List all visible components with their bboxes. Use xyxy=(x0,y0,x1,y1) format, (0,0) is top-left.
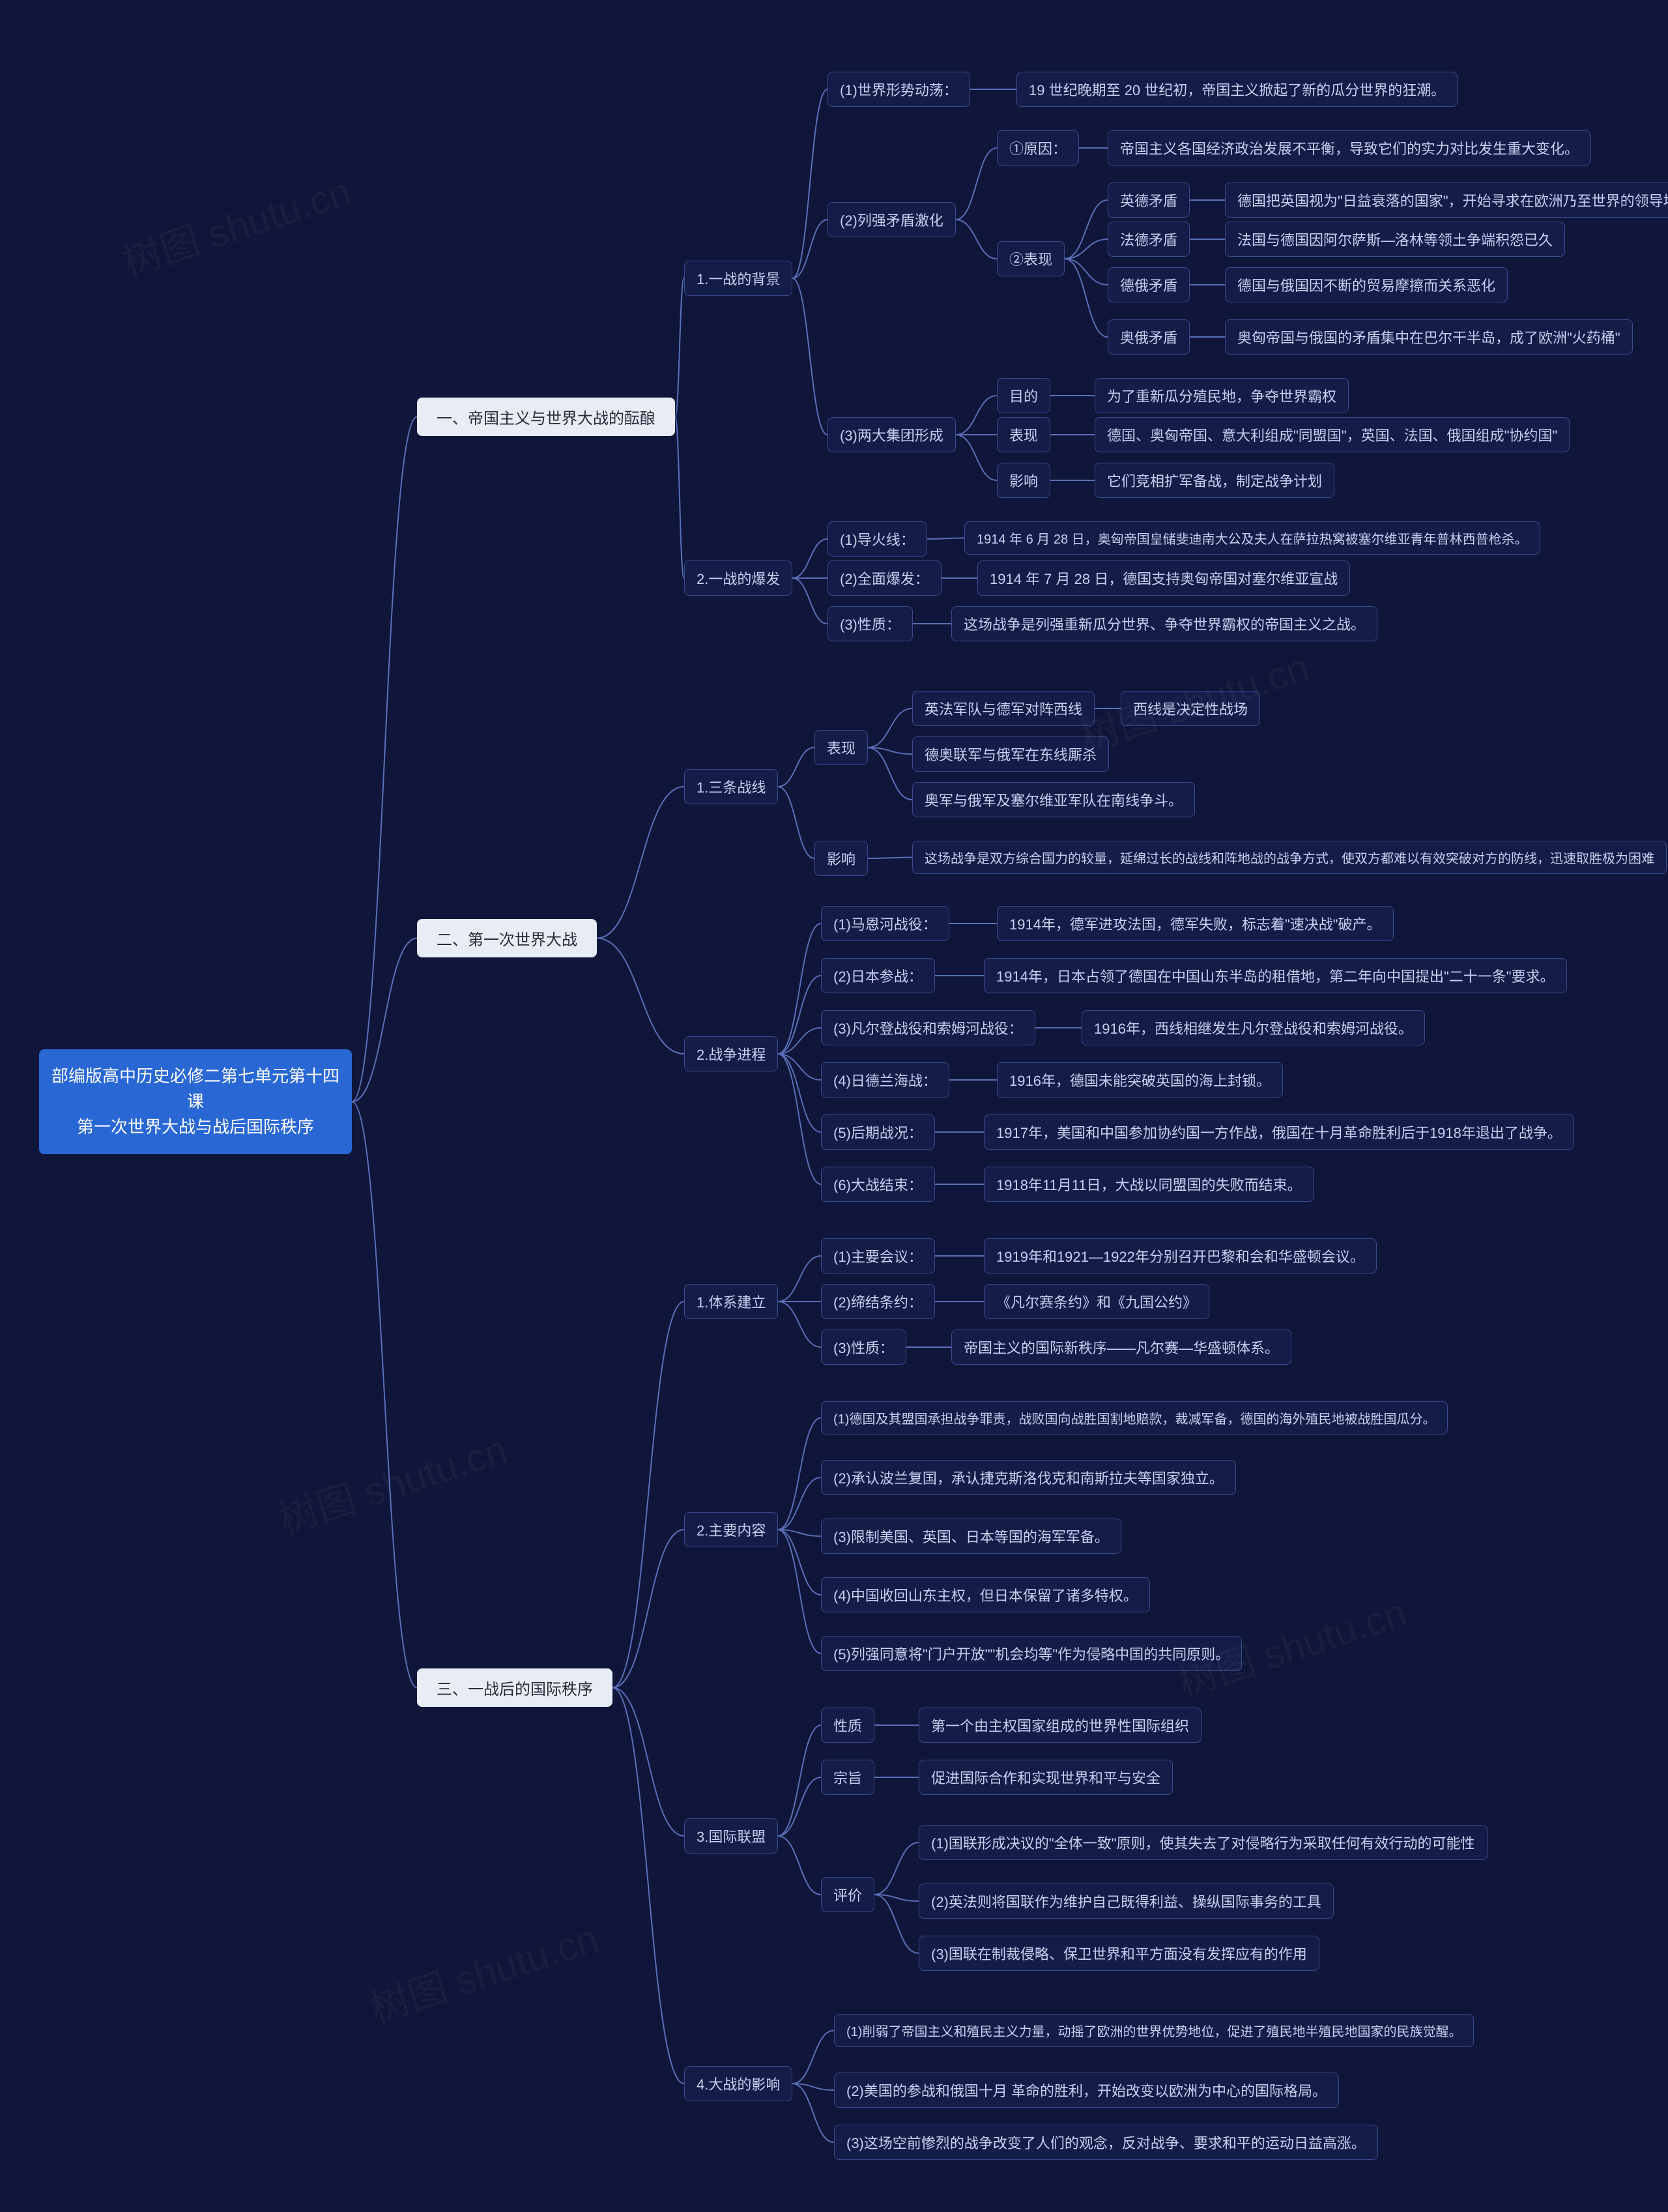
mindmap-node: 表现 xyxy=(997,417,1050,452)
mindmap-node: (1)德国及其盟国承担战争罪责，战败国向战胜国割地赔款，裁减军备，德国的海外殖民… xyxy=(821,1401,1448,1434)
mindmap-node: (5)列强同意将"门户开放""机会均等"作为侵略中国的共同原则。 xyxy=(821,1636,1242,1671)
mindmap-node: 1.体系建立 xyxy=(684,1284,778,1319)
mindmap-node: 1918年11月11日，大战以同盟国的失败而结束。 xyxy=(984,1167,1314,1202)
mindmap-node: (3)性质： xyxy=(821,1330,906,1365)
mindmap-node: 部编版高中历史必修二第七单元第十四课第一次世界大战与战后国际秩序 xyxy=(39,1049,352,1154)
mindmap-node: 1914年，日本占领了德国在中国山东半岛的租借地，第二年向中国提出"二十一条"要… xyxy=(984,958,1567,993)
mindmap-node: (4)日德兰海战： xyxy=(821,1062,949,1098)
mindmap-node: 德俄矛盾 xyxy=(1108,267,1190,302)
mindmap-node: 1914 年 7 月 28 日，德国支持奥匈帝国对塞尔维亚宣战 xyxy=(977,560,1350,596)
mindmap-node: 《凡尔赛条约》和《九国公约》 xyxy=(984,1284,1209,1319)
watermark: 树图 shutu.cn xyxy=(270,1418,513,1545)
mindmap-node: (3)这场空前惨烈的战争改变了人们的观念，反对战争、要求和平的运动日益高涨。 xyxy=(834,2125,1378,2160)
mindmap-node: (3)两大集团形成 xyxy=(827,417,956,452)
mindmap-node: 宗旨 xyxy=(821,1760,874,1795)
mindmap-node: 2.战争进程 xyxy=(684,1036,778,1071)
mindmap-node: 2.主要内容 xyxy=(684,1512,778,1547)
mindmap-node: 西线是决定性战场 xyxy=(1121,691,1260,726)
mindmap-node: 影响 xyxy=(997,463,1050,498)
mindmap-node: 一、帝国主义与世界大战的酝酿 xyxy=(417,398,675,436)
mindmap-node: ②表现 xyxy=(997,241,1065,276)
mindmap-node: 帝国主义的国际新秩序——凡尔赛—华盛顿体系。 xyxy=(951,1330,1291,1365)
mindmap-node: (2)缔结条约： xyxy=(821,1284,935,1319)
mindmap-node: (2)全面爆发： xyxy=(827,560,942,596)
mindmap-node: 德奥联军与俄军在东线厮杀 xyxy=(912,736,1109,772)
mindmap-node: (3)限制美国、英国、日本等国的海军军备。 xyxy=(821,1519,1121,1554)
mindmap-node: 这场战争是列强重新瓜分世界、争夺世界霸权的帝国主义之战。 xyxy=(951,606,1377,641)
mindmap-node: 帝国主义各国经济政治发展不平衡，导致它们的实力对比发生重大变化。 xyxy=(1108,130,1591,166)
mindmap-node: (1)国联形成决议的"全体一致"原则，使其失去了对侵略行为采取任何有效行动的可能… xyxy=(919,1825,1488,1860)
mindmap-node: 影响 xyxy=(814,841,868,876)
mindmap-node: 1917年，美国和中国参加协约国一方作战，俄国在十月革命胜利后于1918年退出了… xyxy=(984,1114,1574,1150)
mindmap-node: (2)列强矛盾激化 xyxy=(827,202,956,237)
mindmap-node: 1916年，德国未能突破英国的海上封锁。 xyxy=(997,1062,1283,1098)
mindmap-node: 1914 年 6 月 28 日，奥匈帝国皇储斐迪南大公及夫人在萨拉热窝被塞尔维亚… xyxy=(964,521,1540,555)
mindmap-node: 3.国际联盟 xyxy=(684,1818,778,1854)
mindmap-node: (1)导火线： xyxy=(827,521,927,557)
mindmap-node: 奥匈帝国与俄国的矛盾集中在巴尔干半岛，成了欧洲"火药桶" xyxy=(1225,319,1633,355)
node-line: 部编版高中历史必修二第七单元第十四课 xyxy=(51,1064,340,1114)
watermark: 树图 shutu.cn xyxy=(114,160,357,287)
mindmap-node: ①原因： xyxy=(997,130,1079,166)
mindmap-node: 表现 xyxy=(814,730,868,765)
mindmap-node: 它们竞相扩军备战，制定战争计划 xyxy=(1095,463,1334,498)
mindmap-node: (2)美国的参战和俄国十月 革命的胜利，开始改变以欧洲为中心的国际格局。 xyxy=(834,2073,1339,2108)
mindmap-node: 性质 xyxy=(821,1708,874,1743)
watermark: 树图 shutu.cn xyxy=(362,1907,605,2034)
mindmap-node: 这场战争是双方综合国力的较量，延绵过长的战线和阵地战的战争方式，使双方都难以有效… xyxy=(912,841,1667,874)
mindmap-node: (3)国联在制裁侵略、保卫世界和平方面没有发挥应有的作用 xyxy=(919,1936,1319,1971)
mindmap-node: 4.大战的影响 xyxy=(684,2066,792,2101)
mindmap-node: 目的 xyxy=(997,378,1050,413)
mindmap-node: 二、第一次世界大战 xyxy=(417,919,597,957)
mindmap-node: (1)主要会议： xyxy=(821,1238,935,1273)
mindmap-node: 德国把英国视为"日益衰落的国家"，开始寻求在欧洲乃至世界的领导地位 xyxy=(1225,182,1668,218)
mindmap-node: 德国与俄国因不断的贸易摩擦而关系恶化 xyxy=(1225,267,1508,302)
mindmap-node: 1916年，西线相继发生凡尔登战役和索姆河战役。 xyxy=(1082,1010,1425,1045)
mindmap-node: (5)后期战况： xyxy=(821,1114,935,1150)
mindmap-node: 评价 xyxy=(821,1877,874,1912)
mindmap-node: (1)马恩河战役： xyxy=(821,906,949,941)
mindmap-node: 促进国际合作和实现世界和平与安全 xyxy=(919,1760,1173,1795)
mindmap-node: 2.一战的爆发 xyxy=(684,560,792,596)
mindmap-node: 1.三条战线 xyxy=(684,769,778,804)
mindmap-node: (4)中国收回山东主权，但日本保留了诸多特权。 xyxy=(821,1577,1150,1612)
mindmap-node: 19 世纪晚期至 20 世纪初，帝国主义掀起了新的瓜分世界的狂潮。 xyxy=(1016,72,1458,107)
mindmap-node: 英德矛盾 xyxy=(1108,182,1190,218)
mindmap-node: 英法军队与德军对阵西线 xyxy=(912,691,1095,726)
mindmap-node: (6)大战结束： xyxy=(821,1167,935,1202)
mindmap-node: 三、一战后的国际秩序 xyxy=(417,1668,612,1707)
mindmap-node: 1914年，德军进攻法国，德军失败，标志着"速决战"破产。 xyxy=(997,906,1394,941)
mindmap-node: 法德矛盾 xyxy=(1108,222,1190,257)
mindmap-node: 第一个由主权国家组成的世界性国际组织 xyxy=(919,1708,1201,1743)
mindmap-node: 奥俄矛盾 xyxy=(1108,319,1190,355)
mindmap-node: 德国、奥匈帝国、意大利组成"同盟国"，英国、法国、俄国组成"协约国" xyxy=(1095,417,1570,452)
mindmap-node: 奥军与俄军及塞尔维亚军队在南线争斗。 xyxy=(912,782,1195,817)
mindmap-node: 1919年和1921—1922年分别召开巴黎和会和华盛顿会议。 xyxy=(984,1238,1377,1273)
mindmap-node: (2)承认波兰复国，承认捷克斯洛伐克和南斯拉夫等国家独立。 xyxy=(821,1460,1236,1495)
mindmap-node: (3)性质： xyxy=(827,606,913,641)
mindmap-node: 为了重新瓜分殖民地，争夺世界霸权 xyxy=(1095,378,1349,413)
node-line: 第一次世界大战与战后国际秩序 xyxy=(51,1114,340,1140)
mindmap-node: (1)削弱了帝国主义和殖民主义力量，动摇了欧洲的世界优势地位，促进了殖民地半殖民… xyxy=(834,2014,1474,2047)
mindmap-node: (2)日本参战： xyxy=(821,958,935,993)
mindmap-node: (2)英法则将国联作为维护自己既得利益、操纵国际事务的工具 xyxy=(919,1884,1334,1919)
mindmap-node: 1.一战的背景 xyxy=(684,261,792,296)
mindmap-node: (1)世界形势动荡： xyxy=(827,72,970,107)
mindmap-node: (3)凡尔登战役和索姆河战役： xyxy=(821,1010,1035,1045)
mindmap-node: 法国与德国因阿尔萨斯—洛林等领土争端积怨已久 xyxy=(1225,222,1565,257)
